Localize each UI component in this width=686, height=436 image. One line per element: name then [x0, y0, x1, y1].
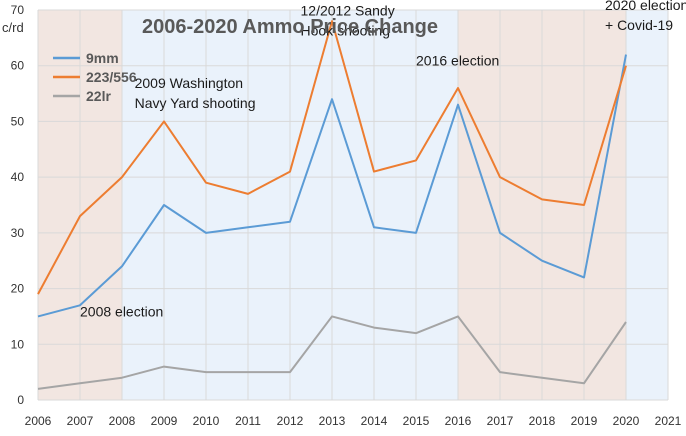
annotation-4: 2020 election + Covid-19 [605, 0, 686, 33]
y-tick-label: 30 [11, 226, 25, 240]
y-tick-label: 70 [11, 3, 25, 17]
y-tick-label: 0 [17, 393, 24, 407]
series-line-9mm [37, 54, 627, 318]
legend-label: 9mm [86, 50, 119, 66]
x-tick-label: 2018 [529, 414, 556, 428]
x-tick-label: 2015 [403, 414, 430, 428]
y-axis-label: c/rd [2, 20, 24, 35]
chart-title: 2006-2020 Ammo Price Change [142, 16, 438, 38]
y-tick-label: 60 [11, 59, 25, 73]
y-tick-label: 40 [11, 170, 25, 184]
x-tick-label: 2010 [193, 414, 220, 428]
annotation-line: 2020 election [605, 0, 686, 13]
annotation-line: 12/2012 Sandy [301, 3, 395, 19]
x-tick-label: 2008 [109, 414, 136, 428]
y-tick-label: 10 [11, 337, 25, 351]
x-tick-label: 2007 [67, 414, 94, 428]
annotation-line: + Covid-19 [605, 17, 673, 33]
annotation-line: 2009 Washington [135, 75, 243, 91]
grid-lines [37, 9, 669, 401]
x-tick-label: 2014 [361, 414, 388, 428]
x-tick-label: 2006 [25, 414, 52, 428]
annotation-0: 2008 election [80, 303, 163, 319]
axes: 0 10 20 30 40 50 60 70 2006 2007 2008 2009 2010 2011 2… [11, 3, 682, 428]
annotation-3: 2016 election [416, 53, 499, 69]
x-tick-label: 2009 [151, 414, 178, 428]
annotation-2: 12/2012 Sandy Hook shooting [301, 3, 395, 39]
y-tick-label: 50 [11, 114, 25, 128]
x-tick-label: 2021 [655, 414, 682, 428]
annotation-line: 2008 election [80, 303, 163, 319]
x-tick-label: 2019 [571, 414, 598, 428]
legend-label: 22lr [86, 88, 111, 104]
x-tick-label: 2017 [487, 414, 514, 428]
annotation-line: Navy Yard shooting [135, 95, 256, 111]
x-tick-label: 2011 [235, 414, 261, 428]
x-tick-label: 2012 [277, 414, 304, 428]
x-tick-label: 2013 [319, 414, 346, 428]
series-line-22lr [37, 315, 627, 390]
annotation-line: Hook shooting [301, 23, 391, 39]
legend: 9mm 223/556 22lr [53, 50, 137, 104]
series-line-223-556 [37, 20, 627, 295]
y-tick-label: 20 [11, 282, 25, 296]
x-tick-label: 2016 [445, 414, 472, 428]
background-band-3 [626, 10, 668, 400]
series-group [37, 20, 627, 390]
legend-label: 223/556 [86, 69, 137, 85]
annotation-line: 2016 election [416, 53, 499, 69]
annotation-1: 2009 Washington Navy Yard shooting [135, 75, 256, 111]
annotations: 2008 election 2009 Washington Navy Yard sh… [80, 0, 686, 319]
x-tick-label: 2020 [613, 414, 640, 428]
